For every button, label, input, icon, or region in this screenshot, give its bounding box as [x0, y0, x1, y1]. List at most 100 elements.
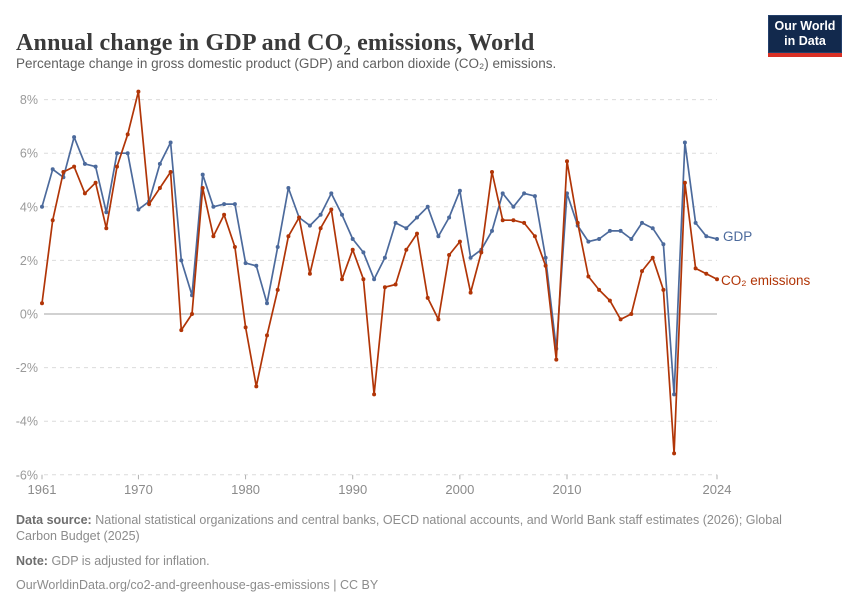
- gdp-data-point[interactable]: [168, 140, 173, 145]
- gdp-data-point[interactable]: [211, 204, 216, 209]
- gdp-data-point[interactable]: [254, 263, 259, 268]
- gdp-data-point[interactable]: [415, 215, 419, 220]
- co2-data-point[interactable]: [297, 215, 302, 220]
- co2-data-point[interactable]: [147, 202, 152, 207]
- gdp-data-point[interactable]: [361, 250, 366, 255]
- gdp-data-point[interactable]: [82, 161, 87, 166]
- gdp-data-point[interactable]: [490, 228, 494, 233]
- co2-line[interactable]: [41, 90, 718, 455]
- gdp-data-point[interactable]: [511, 204, 516, 209]
- co2-data-point[interactable]: [543, 263, 548, 268]
- gdp-data-point[interactable]: [543, 255, 548, 260]
- gdp-data-point[interactable]: [340, 212, 344, 217]
- co2-data-point[interactable]: [682, 180, 687, 185]
- gdp-data-point[interactable]: [286, 186, 291, 190]
- co2-data-point[interactable]: [597, 287, 602, 292]
- co2-data-point[interactable]: [479, 250, 484, 255]
- co2-data-point[interactable]: [618, 317, 623, 322]
- co2-data-point[interactable]: [382, 285, 387, 290]
- gdp-data-point[interactable]: [393, 220, 398, 225]
- co2-data-point[interactable]: [372, 392, 377, 397]
- co2-data-point[interactable]: [115, 164, 119, 169]
- gdp-data-point[interactable]: [115, 151, 119, 156]
- co2-data-point[interactable]: [254, 384, 259, 389]
- co2-data-point[interactable]: [361, 277, 366, 282]
- co2-data-point[interactable]: [350, 247, 355, 252]
- gdp-data-point[interactable]: [607, 228, 612, 233]
- gdp-data-point[interactable]: [72, 135, 77, 140]
- gdp-data-point[interactable]: [468, 255, 473, 260]
- gdp-data-point[interactable]: [372, 277, 377, 282]
- gdp-line[interactable]: [41, 136, 718, 396]
- co2-data-point[interactable]: [522, 220, 527, 225]
- co2-data-point[interactable]: [211, 234, 216, 239]
- co2-series-label[interactable]: CO₂ emissions: [721, 273, 811, 288]
- co2-data-point[interactable]: [307, 271, 312, 276]
- gdp-data-point[interactable]: [661, 242, 666, 247]
- gdp-data-point[interactable]: [50, 167, 55, 172]
- gdp-data-point[interactable]: [640, 220, 644, 225]
- co2-data-point[interactable]: [393, 282, 398, 287]
- co2-data-point[interactable]: [586, 274, 591, 279]
- gdp-data-point[interactable]: [329, 191, 334, 196]
- gdp-data-point[interactable]: [682, 140, 687, 145]
- co2-data-point[interactable]: [82, 191, 87, 196]
- co2-data-point[interactable]: [40, 301, 44, 306]
- co2-data-point[interactable]: [190, 312, 194, 316]
- co2-data-point[interactable]: [243, 325, 248, 330]
- co2-data-point[interactable]: [715, 277, 719, 282]
- co2-data-point[interactable]: [490, 170, 494, 174]
- gdp-data-point[interactable]: [618, 228, 623, 233]
- co2-data-point[interactable]: [125, 132, 130, 137]
- gdp-series-label[interactable]: GDP: [723, 229, 752, 244]
- gdp-data-point[interactable]: [157, 161, 162, 166]
- gdp-data-point[interactable]: [693, 220, 698, 225]
- gdp-data-point[interactable]: [265, 301, 269, 306]
- co2-data-point[interactable]: [693, 266, 698, 271]
- owid-logo[interactable]: Our World in Data: [768, 15, 842, 57]
- co2-data-point[interactable]: [222, 212, 227, 217]
- citation-line[interactable]: OurWorldinData.org/co2-and-greenhouse-ga…: [16, 577, 379, 592]
- gdp-data-point[interactable]: [222, 202, 227, 207]
- co2-data-point[interactable]: [232, 245, 237, 249]
- gdp-data-point[interactable]: [586, 239, 591, 244]
- co2-data-point[interactable]: [661, 287, 666, 292]
- gdp-data-point[interactable]: [307, 223, 312, 228]
- co2-data-point[interactable]: [404, 247, 409, 252]
- gdp-data-point[interactable]: [447, 215, 452, 220]
- gdp-data-point[interactable]: [522, 191, 527, 196]
- co2-series[interactable]: [40, 89, 719, 456]
- gdp-data-point[interactable]: [425, 204, 430, 209]
- co2-data-point[interactable]: [650, 255, 655, 260]
- co2-data-point[interactable]: [200, 186, 205, 190]
- gdp-data-point[interactable]: [275, 245, 280, 249]
- co2-data-point[interactable]: [104, 226, 109, 231]
- gdp-data-point[interactable]: [318, 212, 323, 217]
- gdp-data-point[interactable]: [382, 255, 387, 260]
- gdp-data-point[interactable]: [40, 204, 44, 209]
- co2-data-point[interactable]: [286, 234, 291, 239]
- co2-data-point[interactable]: [436, 317, 441, 322]
- gdp-data-point[interactable]: [350, 237, 355, 241]
- gdp-data-point[interactable]: [704, 234, 709, 239]
- gdp-data-point[interactable]: [715, 237, 719, 241]
- co2-data-point[interactable]: [447, 253, 452, 257]
- co2-data-point[interactable]: [704, 271, 709, 276]
- gdp-data-point[interactable]: [243, 261, 248, 266]
- gdp-data-point[interactable]: [672, 392, 677, 397]
- gdp-data-point[interactable]: [597, 237, 602, 241]
- gdp-data-point[interactable]: [136, 207, 141, 212]
- gdp-data-point[interactable]: [404, 226, 409, 231]
- co2-data-point[interactable]: [554, 357, 559, 362]
- gdp-data-point[interactable]: [629, 237, 634, 241]
- co2-data-point[interactable]: [511, 218, 516, 223]
- co2-data-point[interactable]: [179, 328, 184, 333]
- co2-data-point[interactable]: [93, 180, 98, 185]
- gdp-data-point[interactable]: [436, 234, 441, 239]
- co2-data-point[interactable]: [415, 231, 419, 236]
- co2-data-point[interactable]: [157, 186, 162, 190]
- co2-data-point[interactable]: [265, 333, 269, 338]
- gdp-data-point[interactable]: [650, 226, 655, 231]
- co2-data-point[interactable]: [532, 234, 537, 239]
- gdp-data-point[interactable]: [532, 194, 537, 199]
